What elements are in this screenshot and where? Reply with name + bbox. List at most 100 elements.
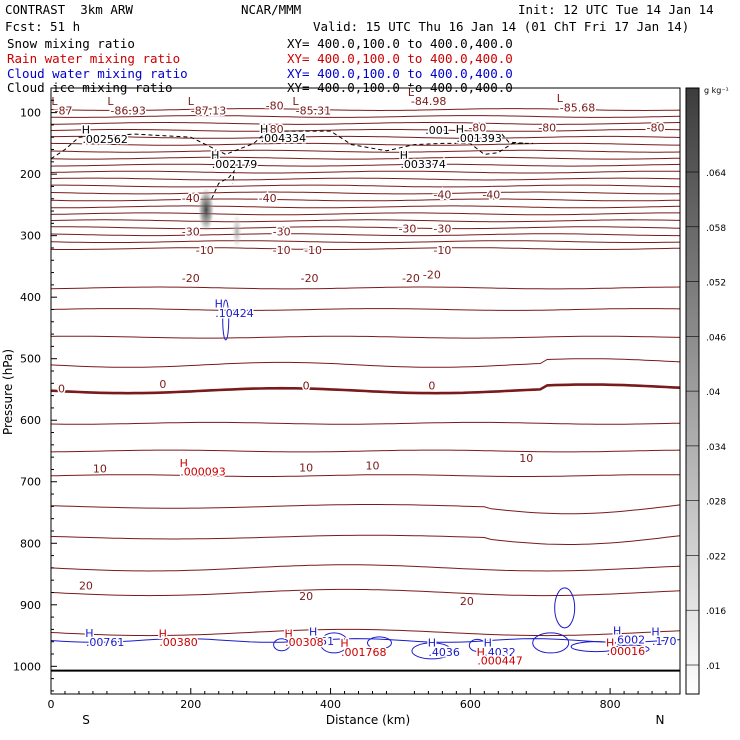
colorbar-unit: g kg⁻¹: [704, 86, 729, 95]
colorbar-tick-label: .052: [706, 279, 726, 289]
colorbar-ticks: .064 .058 .052 .046 .04 .034 .028 .022 .016 .01: [686, 169, 726, 672]
x-axis-ticks: 0 200 400 600 800: [48, 688, 667, 711]
cloud-water-high-value: .10424: [215, 307, 254, 320]
isotherm-label: -10: [196, 244, 214, 257]
snow-contours: [50, 130, 534, 199]
cloud-water-high-marker: H: [651, 626, 659, 639]
rain-high-marker: H: [477, 646, 485, 659]
snow-contour: [501, 133, 527, 144]
cloud-water-contour: [554, 587, 576, 629]
cloud-water-contours: [50, 299, 681, 660]
cloud-water-contour: [612, 644, 650, 654]
snow-high-value: .001393: [456, 132, 502, 145]
cloud-water-contour: [411, 642, 453, 660]
isotherm-line: [50, 149, 681, 153]
rain-high-value: .00380: [159, 636, 198, 649]
init-time: Init: 12 UTC Tue 14 Jan 14: [518, 2, 714, 17]
forecast-hour: 51 h: [50, 19, 81, 34]
chart-title: CONTRAST 3km ARW: [5, 2, 133, 17]
isotherm-label: -20: [402, 272, 420, 285]
cloud-water-high-value: .6002: [614, 634, 646, 647]
cloud-water-high-value: .4036: [428, 646, 460, 659]
rain-high-value: .000447: [477, 654, 523, 667]
low-marker: L: [293, 95, 300, 108]
isotherm-label: -10: [304, 244, 322, 257]
isotherm-label: 0: [58, 383, 65, 396]
isotherm-label: 10: [365, 459, 379, 472]
cloud-water-contour: [319, 632, 349, 654]
x-axis-left-end: S: [82, 713, 90, 727]
field-label-snow: Snow mixing ratio: [7, 36, 135, 51]
isotherm-label: -80: [538, 122, 556, 135]
isotherm-label: -10: [433, 244, 451, 257]
isotherm-line: [50, 449, 681, 453]
rain-high-value: .00016: [607, 645, 646, 658]
colorbar-tick-label: .034: [706, 443, 726, 453]
cloud-ice-shading: [198, 187, 242, 250]
isotherm-line: [50, 247, 681, 250]
isotherm-label: 20: [299, 590, 313, 603]
cloud-water-contour: [273, 638, 291, 652]
colorbar-tick-label: .028: [706, 498, 726, 508]
isotherm-label: -10: [273, 244, 291, 257]
isotherm-line: [50, 212, 680, 216]
isotherm-line: [50, 564, 681, 572]
isotherm-label: -30: [398, 223, 416, 236]
snow-high-marker: H: [82, 124, 90, 137]
low-value-label: -84.98: [411, 95, 446, 108]
snow-high-marker: H: [260, 123, 268, 136]
isotherm-label: -80: [266, 123, 284, 136]
isotherm-label: -80: [647, 122, 665, 135]
isotherm-label: -20: [301, 272, 319, 285]
colorbar-tick-label: .01: [706, 662, 720, 672]
field-xy-rain: XY= 400.0,100.0 to 400.0,400.0: [287, 51, 513, 66]
isotherm-line: [51, 226, 681, 230]
snow-high-value: .004334: [261, 132, 307, 145]
plot-frame: [50, 87, 681, 695]
x-tick-label: 0: [48, 698, 55, 711]
low-marker: L: [188, 95, 195, 108]
isotherm-label: -40: [182, 192, 200, 205]
x-tick-label: 400: [320, 698, 341, 711]
y-axis-ticks: 100 200 300 400 500 600 700 800 900 1000: [13, 99, 57, 692]
cloud-water-contour: [50, 638, 681, 643]
temperature-isotherms: [50, 108, 681, 637]
colorbar-tick-label: .022: [706, 552, 726, 562]
low-value-label: -85.68: [560, 101, 595, 114]
field-label-cloud-water: Cloud water mixing ratio: [7, 66, 188, 81]
isotherm-label: -30: [273, 226, 291, 239]
field-label-rain: Rain water mixing ratio: [7, 51, 181, 66]
isotherm-label: -80: [468, 122, 486, 135]
isotherm-label: 10: [519, 452, 533, 465]
isotherm-label: -40: [482, 189, 500, 202]
isotherm-line: [51, 115, 681, 118]
low-marker: L: [107, 95, 114, 108]
y-tick-label: 900: [20, 599, 41, 612]
cloud-water-high-marker: H: [309, 626, 317, 639]
isotherm-line: [50, 156, 681, 160]
isotherm-line: [50, 286, 681, 290]
y-tick-label: 1000: [13, 660, 41, 673]
x-tick-label: 600: [460, 698, 481, 711]
y-tick-label: 600: [20, 414, 41, 427]
cloud-water-contour: [532, 632, 570, 654]
isotherm-line: [50, 163, 681, 167]
isotherm-label: 0: [159, 378, 166, 391]
isotherm-line: [50, 191, 681, 195]
cloud-water-high-marker: H: [428, 637, 436, 650]
cloud-ice-shade: [198, 187, 215, 232]
cloud-water-contour: [222, 299, 230, 341]
y-tick-label: 500: [20, 353, 41, 366]
isotherm-line: [50, 474, 680, 477]
isotherm-line: [50, 504, 681, 515]
x-axis-label: Distance (km): [326, 713, 410, 727]
x-axis-right-end: N: [656, 713, 665, 727]
isotherm-line: [50, 628, 681, 637]
low-marker: L: [51, 95, 58, 108]
isotherm-label: -40: [259, 192, 277, 205]
snow-high-marker: H: [456, 123, 464, 136]
cloud-water-high-marker: H: [484, 637, 492, 650]
isotherm-line: [50, 421, 681, 425]
isotherm-line: [51, 184, 681, 188]
